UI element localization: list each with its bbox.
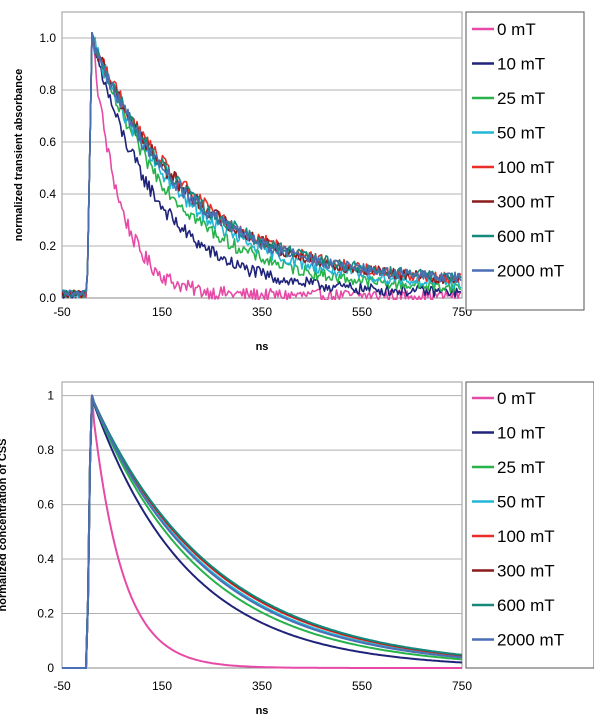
y-tick-label: 0.4 [37, 552, 54, 566]
series-line-25-mt [62, 394, 463, 669]
legend-box [465, 11, 585, 311]
series-line-600-mt [62, 394, 463, 669]
legend-entry: 100 mT [497, 158, 555, 177]
legend-entry: 10 mT [497, 55, 545, 74]
x-tick-label: 750 [452, 679, 472, 693]
series-group [62, 31, 462, 300]
x-axis-label: ns [256, 341, 269, 353]
legend-entry: 50 mT [497, 124, 545, 143]
y-tick-label: 0.6 [39, 135, 56, 149]
y-tick-label: 0.4 [39, 187, 56, 201]
x-tick-label: 550 [352, 305, 372, 319]
legend-entry: 100 mT [497, 527, 555, 546]
x-tick-label: 150 [152, 679, 172, 693]
legend-entry: 0 mT [497, 20, 536, 39]
y-axis-label: normalized concentration of CSS [0, 439, 9, 612]
series-line-10-mt [62, 394, 463, 669]
legend-entry: 50 mT [497, 493, 545, 512]
legend-entry: 600 mT [497, 227, 555, 246]
series-line-2000-mt [62, 31, 462, 298]
chart-transient-absorbance: 0.00.20.40.60.81.0-50 150 350 550 750nsnorma… [13, 11, 585, 353]
plot-area [61, 381, 463, 669]
y-tick-label: 0.2 [37, 607, 54, 621]
x-axis-label: ns [256, 705, 269, 717]
y-tick-label: 0 [47, 661, 54, 675]
legend-entry: 10 mT [497, 424, 545, 443]
y-tick-label: 1 [47, 389, 54, 403]
legend-entry: 0 mT [497, 389, 536, 408]
series-group [62, 394, 463, 669]
x-tick-label: 550 [352, 679, 372, 693]
legend-entry: 300 mT [497, 562, 555, 581]
y-tick-label: 0.8 [39, 83, 56, 97]
chart-css-concentration: 0 0.2 0.4 0.6 0.8 1 -50 150 350 550 750 ns normalize… [0, 381, 594, 717]
legend-box [465, 381, 594, 669]
legend-entry: 2000 mT [497, 262, 564, 281]
legend-entry: 2000 mT [497, 631, 564, 650]
series-line-0-mt [62, 394, 462, 669]
y-tick-label: 0.8 [37, 443, 54, 457]
y-axis-label: normalized transient absorbance [13, 69, 25, 241]
legend-entry: 25 mT [497, 89, 545, 108]
x-tick-label: 350 [252, 305, 272, 319]
legend-entry: 600 mT [497, 596, 555, 615]
y-tick-label: 0.6 [37, 498, 54, 512]
series-line-0-mt [62, 31, 462, 300]
legend-entry: 300 mT [497, 193, 555, 212]
y-tick-label: 1.0 [39, 31, 56, 45]
x-tick-label: 350 [252, 679, 272, 693]
x-tick-label: -50 [53, 305, 71, 319]
series-line-10-mt [62, 31, 462, 299]
y-tick-label: 0.0 [39, 291, 56, 305]
x-tick-label: 150 [152, 305, 172, 319]
y-tick-label: 0.2 [39, 239, 56, 253]
plot-area [61, 11, 463, 299]
legend-entry: 25 mT [497, 458, 545, 477]
series-line-2000-mt [62, 394, 463, 669]
x-tick-label: -50 [53, 679, 71, 693]
